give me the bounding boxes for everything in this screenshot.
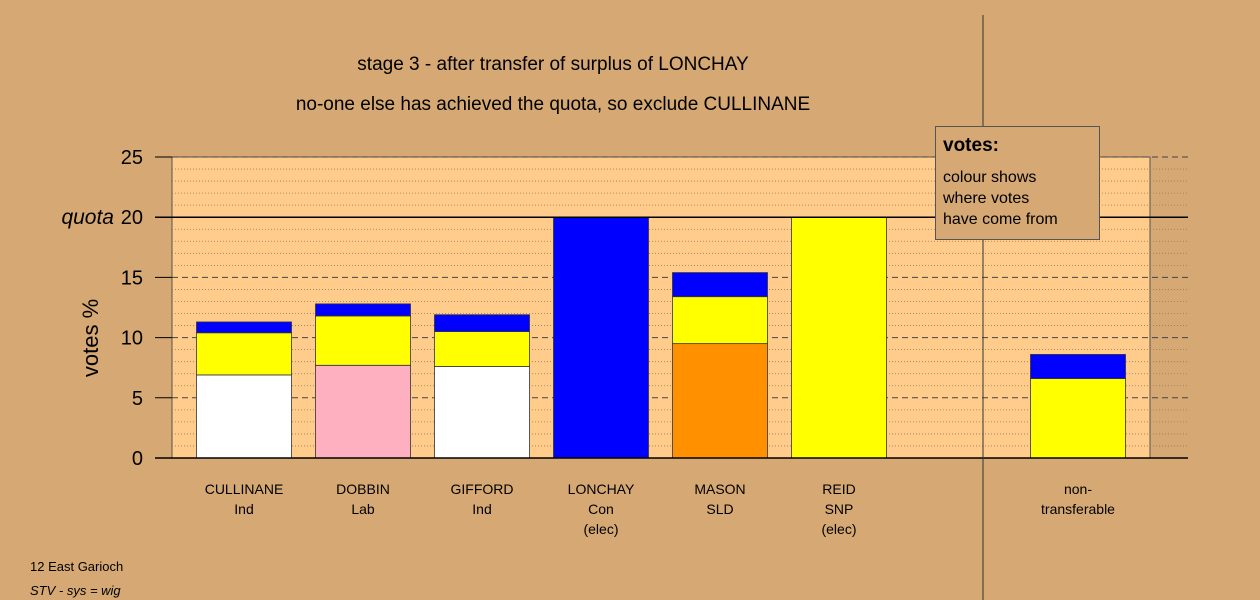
bar-segment xyxy=(672,296,768,345)
y-tick-label: 15 xyxy=(121,267,143,289)
chart-subtitle: no-one else has achieved the quota, so e… xyxy=(295,94,811,115)
category-label: (elec) xyxy=(583,521,618,537)
category-label: Lab xyxy=(351,501,375,517)
category-label: GIFFORD xyxy=(451,481,514,497)
category-label: transferable xyxy=(1041,501,1115,517)
bar-segment xyxy=(434,366,530,459)
footer-system: STV - sys = wig xyxy=(30,583,121,598)
bar-segment xyxy=(434,331,530,367)
bar-segment xyxy=(791,216,887,459)
footer-location: 12 East Garioch xyxy=(30,559,124,574)
bar-segment xyxy=(553,216,649,459)
category-label: REID xyxy=(822,481,855,497)
bar-segment xyxy=(1030,354,1126,379)
y-tick-label: 0 xyxy=(132,448,143,470)
bar-segment xyxy=(1030,378,1126,459)
bar-segment xyxy=(672,272,768,298)
legend-title: votes: xyxy=(943,135,999,156)
y-tick-label: 25 xyxy=(121,147,143,169)
category-label: Ind xyxy=(234,501,253,517)
category-label: non- xyxy=(1064,481,1092,497)
legend-line: where votes xyxy=(943,190,1030,207)
y-tick-label: 5 xyxy=(132,388,143,410)
category-label: Con xyxy=(588,501,614,517)
bar-segment xyxy=(196,321,292,334)
bar-segment xyxy=(315,315,411,366)
bar-segment xyxy=(196,332,292,376)
bar-segment xyxy=(315,303,411,317)
category-label: SLD xyxy=(706,501,733,517)
y-tick-label: 20 xyxy=(121,207,143,229)
chart-title: stage 3 - after transfer of surplus of L… xyxy=(357,54,749,75)
category-label: (elec) xyxy=(821,521,856,537)
bar-segment xyxy=(672,343,768,459)
category-label: LONCHAY xyxy=(568,481,635,497)
legend: votes: colour shows where votes have com… xyxy=(935,126,1100,240)
category-label: DOBBIN xyxy=(336,481,390,497)
bar-segment xyxy=(434,314,530,332)
category-label: MASON xyxy=(694,481,745,497)
y-axis-label: votes % xyxy=(78,299,103,377)
category-label: CULLINANE xyxy=(205,481,284,497)
y-tick-label: 10 xyxy=(121,328,143,350)
quota-label: quota xyxy=(61,206,114,229)
legend-line: colour shows xyxy=(943,169,1037,186)
category-label: SNP xyxy=(825,501,854,517)
bar-segment xyxy=(196,374,292,459)
category-label: Ind xyxy=(472,501,491,517)
bar-segment xyxy=(315,364,411,459)
legend-line: have come from xyxy=(943,211,1058,228)
